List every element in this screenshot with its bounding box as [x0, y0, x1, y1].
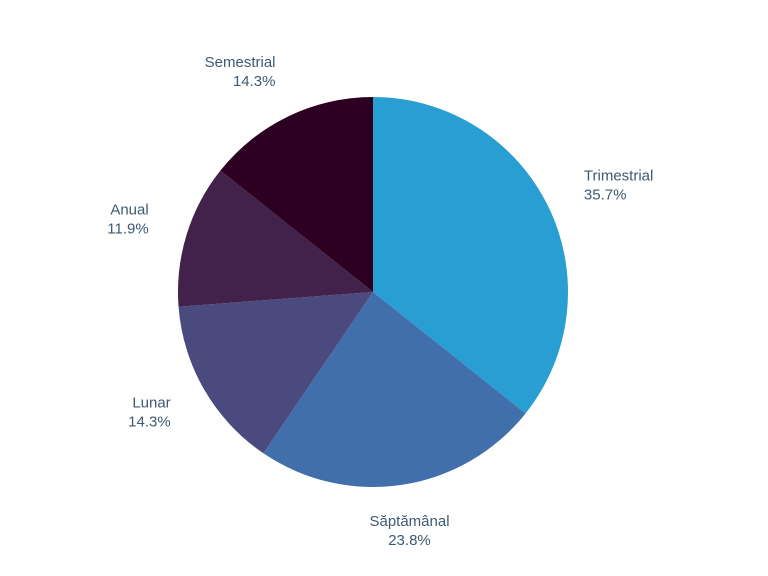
pie-slice-anual — [177, 170, 373, 307]
pie-slice-trimestrial — [373, 97, 569, 414]
slice-value-label-saptamanal: 23.8% — [388, 532, 431, 549]
pie-labels: Trimestrial 35.7% Săptămânal 23.8% Lunar 14.3… — [107, 54, 653, 549]
pie-slice-semestrial — [220, 97, 373, 292]
slice-label-lunar: Lunar — [132, 395, 170, 412]
slice-label-anual: Anual — [110, 202, 148, 219]
pie-slices — [177, 97, 569, 488]
slice-value-label-lunar: 14.3% — [128, 414, 171, 431]
slice-label-saptamanal: Săptămânal — [369, 513, 449, 530]
pie-slice-saptamanal — [263, 292, 526, 488]
slice-label-trimestrial: Trimestrial — [584, 168, 653, 185]
slice-value-label-anual: 11.9% — [107, 221, 148, 238]
pie-slice-lunar — [178, 292, 373, 454]
slice-value-label-trimestrial: 35.7% — [584, 187, 627, 204]
slice-label-semestrial: Semestrial — [205, 54, 276, 71]
slice-value-label-semestrial: 14.3% — [233, 73, 276, 90]
